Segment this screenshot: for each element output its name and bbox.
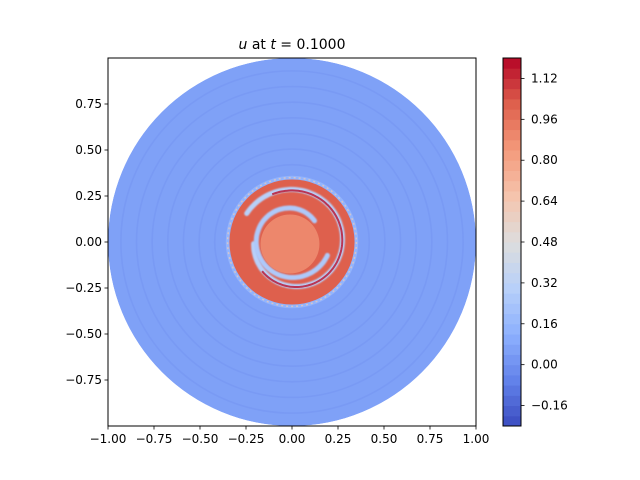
y-tick-label: 0.25 bbox=[75, 189, 102, 203]
colorbar-level bbox=[503, 139, 521, 151]
x-tick-label: −0.75 bbox=[136, 432, 173, 446]
colorbar-level bbox=[503, 68, 521, 79]
colorbar-level bbox=[503, 354, 521, 366]
colorbar-level bbox=[503, 58, 521, 69]
colorbar-level bbox=[503, 405, 521, 417]
background-band bbox=[213, 163, 371, 321]
colorbar-level bbox=[503, 415, 521, 427]
background-band bbox=[198, 148, 386, 336]
colorbar-level bbox=[503, 272, 521, 284]
spiral-gap-inner bbox=[253, 205, 330, 280]
colorbar-level bbox=[503, 374, 521, 386]
x-axis: −1.00 −0.75 −0.50 −0.25 0.00 0.25 0.50 0.75 1.00 bbox=[90, 426, 490, 446]
x-tick-label: −0.50 bbox=[182, 432, 219, 446]
chart-title: u at t = 0.1000 bbox=[239, 37, 346, 53]
colorbar-level bbox=[503, 150, 521, 161]
background-band bbox=[182, 132, 402, 352]
background-band bbox=[120, 70, 464, 414]
colorbar-level bbox=[503, 313, 521, 325]
colorbar-level bbox=[503, 78, 521, 90]
colorbar-level bbox=[503, 364, 521, 376]
colorbar-level bbox=[503, 160, 521, 171]
y-tick-label: −0.75 bbox=[65, 373, 102, 387]
x-tick-label: 0.00 bbox=[279, 432, 306, 446]
colorbar-level bbox=[503, 109, 521, 120]
colorbar-level bbox=[503, 293, 521, 304]
colorbar-level bbox=[503, 129, 521, 141]
colorbar-level bbox=[503, 190, 521, 202]
colorbar-level bbox=[503, 201, 521, 212]
colorbar-level bbox=[503, 303, 521, 315]
colorbar-level bbox=[503, 323, 521, 335]
x-tick-label: −1.00 bbox=[90, 432, 127, 446]
colorbar-level bbox=[503, 88, 521, 100]
colorbar-tick-label: 0.48 bbox=[531, 235, 558, 249]
colorbar-level bbox=[503, 242, 521, 253]
colorbar-level bbox=[503, 231, 521, 243]
colorbar-level bbox=[503, 170, 521, 182]
background-band bbox=[151, 101, 433, 383]
colorbar-tick-label: 1.12 bbox=[531, 71, 558, 85]
y-tick-label: −0.25 bbox=[65, 281, 102, 295]
plot-area bbox=[108, 58, 476, 426]
x-tick-label: −0.25 bbox=[228, 432, 265, 446]
colorbar-tick-label: 0.00 bbox=[531, 358, 558, 372]
ring-edge bbox=[226, 176, 358, 308]
colorbar bbox=[503, 58, 521, 427]
colorbar-level bbox=[503, 119, 521, 131]
colorbar-axis: −0.16 0.00 0.16 0.32 0.48 0.64 0.80 0.96 1.12 bbox=[521, 71, 568, 413]
spiral-crest bbox=[261, 189, 344, 288]
colorbar-level bbox=[503, 221, 521, 233]
x-tick-label: 0.75 bbox=[417, 432, 444, 446]
colorbar-level bbox=[503, 385, 521, 396]
field-disk bbox=[108, 58, 476, 426]
y-axis: 0.75 0.50 0.25 0.00 −0.25 −0.50 −0.75 bbox=[65, 97, 108, 387]
colorbar-level bbox=[503, 344, 521, 355]
background-band bbox=[167, 117, 417, 367]
core-vortex bbox=[260, 214, 320, 274]
y-tick-label: 0.00 bbox=[75, 235, 102, 249]
colorbar-tick-label: 0.32 bbox=[531, 276, 558, 290]
x-tick-label: 0.25 bbox=[325, 432, 352, 446]
colorbar-level bbox=[503, 262, 521, 274]
colorbar-level bbox=[503, 211, 521, 223]
colorbar-tick-label: 0.80 bbox=[531, 153, 558, 167]
x-tick-label: 1.00 bbox=[463, 432, 490, 446]
background-band bbox=[135, 85, 449, 399]
colorbar-tick-label: 0.64 bbox=[531, 194, 558, 208]
colorbar-level bbox=[503, 98, 521, 110]
colorbar-tick-label: −0.16 bbox=[531, 399, 568, 413]
colorbar-level bbox=[503, 180, 521, 192]
colorbar-level bbox=[503, 252, 521, 263]
colorbar-level bbox=[503, 334, 521, 345]
colorbar-level bbox=[503, 395, 521, 407]
y-tick-label: 0.50 bbox=[75, 143, 102, 157]
colorbar-tick-label: 0.16 bbox=[531, 317, 558, 331]
y-tick-label: −0.50 bbox=[65, 327, 102, 341]
y-tick-label: 0.75 bbox=[75, 97, 102, 111]
colorbar-tick-label: 0.96 bbox=[531, 112, 558, 126]
colorbar-level bbox=[503, 282, 521, 294]
x-tick-label: 0.50 bbox=[371, 432, 398, 446]
